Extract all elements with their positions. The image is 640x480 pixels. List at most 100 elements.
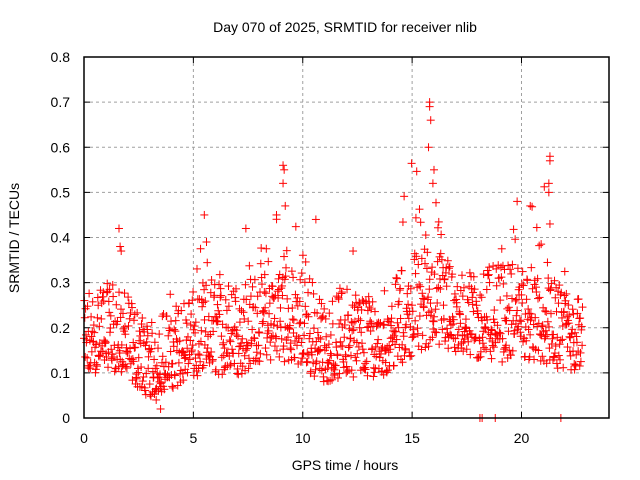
data-point — [563, 343, 572, 352]
data-point — [300, 278, 309, 287]
data-point — [126, 308, 135, 317]
data-point — [120, 289, 129, 298]
x-tick-label: 20 — [514, 430, 530, 446]
data-point — [553, 364, 562, 373]
data-point — [556, 355, 565, 364]
x-axis-ticks: 0 5 10 15 20 — [80, 57, 529, 446]
data-point — [170, 371, 179, 380]
data-point — [183, 344, 192, 353]
data-point — [385, 341, 394, 350]
data-point — [470, 285, 479, 294]
data-point — [512, 295, 521, 304]
data-point — [402, 320, 411, 329]
data-point — [203, 258, 212, 267]
data-point — [502, 316, 511, 325]
y-tick-label: 0.8 — [51, 49, 71, 65]
data-point — [185, 355, 194, 364]
data-point — [547, 339, 556, 348]
data-point — [245, 261, 254, 270]
data-point — [560, 267, 569, 276]
data-point — [280, 275, 289, 284]
data-point — [258, 319, 267, 328]
data-point — [274, 293, 283, 302]
data-point — [243, 341, 252, 350]
data-point — [468, 293, 477, 302]
data-point — [141, 341, 150, 350]
data-point — [233, 332, 242, 341]
data-point — [311, 215, 320, 224]
data-point — [281, 263, 290, 272]
data-point — [335, 284, 344, 293]
data-point — [411, 269, 420, 278]
data-point — [145, 380, 154, 389]
data-point — [415, 205, 424, 214]
data-point — [211, 365, 220, 374]
data-point — [285, 321, 294, 330]
data-point — [411, 213, 420, 222]
data-point — [157, 358, 166, 367]
data-point — [120, 322, 129, 331]
data-point — [539, 303, 548, 312]
data-point — [97, 299, 106, 308]
data-point — [525, 352, 534, 361]
data-point — [268, 282, 277, 291]
data-point — [264, 257, 273, 266]
data-point — [125, 314, 134, 323]
data-point — [203, 344, 212, 353]
data-point — [366, 317, 375, 326]
data-point — [496, 329, 505, 338]
data-point — [575, 361, 584, 370]
data-point — [325, 356, 334, 365]
data-point — [314, 333, 323, 342]
data-point — [295, 297, 304, 306]
data-point — [550, 276, 559, 285]
data-point — [341, 352, 350, 361]
data-point — [194, 350, 203, 359]
data-point — [518, 267, 527, 276]
data-point — [428, 179, 437, 188]
data-point — [167, 317, 176, 326]
data-point — [266, 338, 275, 347]
data-point — [533, 294, 542, 303]
data-point — [250, 334, 259, 343]
data-point — [244, 364, 253, 373]
data-point — [184, 359, 193, 368]
data-point — [105, 285, 114, 294]
data-point — [191, 354, 200, 363]
data-point — [391, 280, 400, 289]
data-point — [276, 317, 285, 326]
data-point — [545, 156, 554, 165]
data-point — [353, 349, 362, 358]
data-point — [168, 359, 177, 368]
data-point — [361, 365, 370, 374]
data-point — [422, 264, 431, 273]
data-point — [563, 312, 572, 321]
data-point — [108, 280, 117, 289]
data-point — [379, 321, 388, 330]
data-point — [116, 355, 125, 364]
data-point — [273, 322, 282, 331]
data-point — [356, 316, 365, 325]
y-tick-label: 0.2 — [51, 320, 71, 336]
data-point — [535, 241, 544, 250]
data-point — [336, 337, 345, 346]
data-point — [483, 315, 492, 324]
data-point — [162, 312, 171, 321]
data-point — [498, 357, 507, 366]
data-point — [168, 382, 177, 391]
data-point — [428, 263, 437, 272]
data-point — [171, 327, 180, 336]
data-point — [464, 298, 473, 307]
data-point — [199, 361, 208, 370]
data-point — [397, 266, 406, 275]
data-point — [352, 338, 361, 347]
data-point — [116, 242, 125, 251]
data-point — [125, 354, 134, 363]
data-point — [480, 343, 489, 352]
data-point — [289, 316, 298, 325]
data-point — [255, 357, 264, 366]
data-point — [180, 354, 189, 363]
data-point — [80, 313, 89, 322]
data-point — [393, 274, 402, 283]
data-point — [196, 357, 205, 366]
